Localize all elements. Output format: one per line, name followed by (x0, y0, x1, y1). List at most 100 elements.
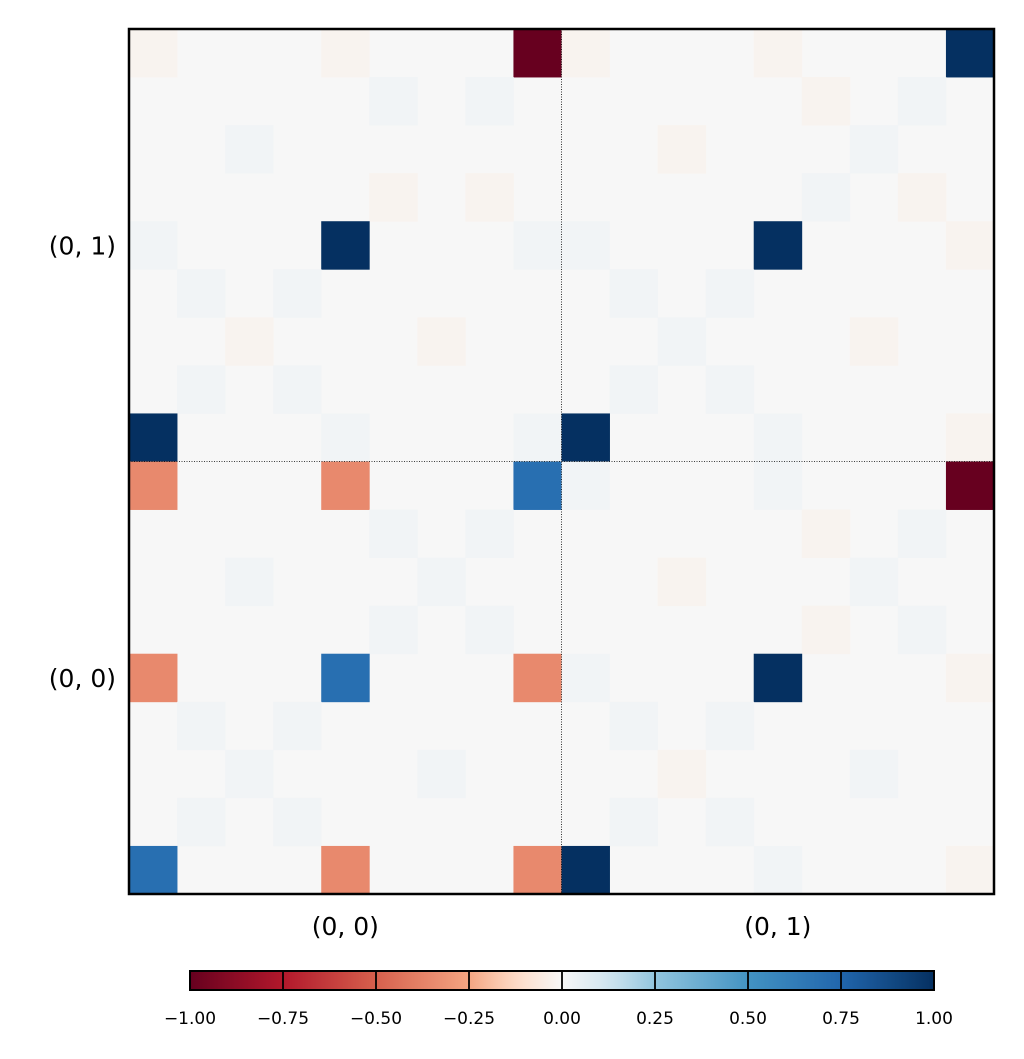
heatmap-cell (801, 173, 851, 222)
heatmap-cell (609, 797, 659, 847)
colorbar-tick-label: −0.75 (257, 1009, 309, 1029)
heatmap-cell (849, 557, 899, 607)
heatmap-cell (609, 269, 659, 318)
heatmap-cell (417, 749, 466, 799)
heatmap-cell (465, 173, 514, 222)
heatmap-cell (561, 653, 610, 703)
heatmap-cell (561, 29, 610, 78)
heatmap-cell (129, 461, 178, 510)
heatmap-cell (945, 221, 995, 270)
heatmap-cell (609, 701, 659, 751)
heatmap-cell (753, 461, 803, 510)
heatmap-cell (465, 509, 514, 559)
heatmap-cell (657, 125, 707, 174)
heatmap-cell (513, 653, 562, 703)
heatmap-cell (177, 797, 226, 847)
heatmap-cell (321, 221, 370, 270)
heatmap-cell (753, 845, 803, 895)
heatmap-cell (657, 749, 707, 799)
heatmap-cell (849, 749, 899, 799)
colorbar-tick-label: 0.50 (729, 1009, 767, 1029)
heatmap-cell (321, 461, 370, 510)
heatmap-cell (753, 29, 803, 78)
heatmap-cell (369, 77, 418, 126)
heatmap-cell (225, 317, 274, 366)
colorbar-tick-label: 0.00 (543, 1009, 581, 1029)
heatmap-cell (657, 317, 707, 366)
heatmap-cell (513, 413, 562, 462)
heatmap-cell (369, 605, 418, 655)
heatmap-cell (513, 845, 562, 895)
heatmap-cell (321, 845, 370, 895)
x-tick-label: (0, 0) (312, 912, 379, 941)
heatmap-cell (417, 317, 466, 366)
colorbar-ticks: −1.00 −0.75 −0.50 −0.25 0.00 0.25 0.50 0.75 1.00 (164, 971, 953, 1029)
y-tick-label: (0, 1) (49, 231, 116, 260)
heatmap-cell (225, 749, 274, 799)
colorbar-tick-label: −0.50 (350, 1009, 402, 1029)
heatmap-cell (705, 365, 755, 414)
heatmap-cell (897, 605, 947, 655)
block-dividers (129, 29, 994, 894)
heatmap-cell (129, 413, 178, 462)
x-tick-label: (0, 1) (744, 912, 811, 941)
heatmap-cell (561, 461, 610, 510)
heatmap-cell (801, 77, 851, 126)
heatmap-cell (945, 29, 995, 78)
heatmap-cell (273, 701, 322, 751)
heatmap-cell (753, 221, 803, 270)
heatmap-cell (849, 317, 899, 366)
colorbar-tick-label: −1.00 (164, 1009, 216, 1029)
heatmap-cell (945, 461, 995, 510)
x-tick-labels: (0, 0) (0, 1) (312, 912, 812, 941)
heatmap-cell (369, 173, 418, 222)
heatmap-cell (177, 269, 226, 318)
heatmap-cell (129, 221, 178, 270)
heatmap-cell (129, 845, 178, 895)
heatmap-cell (705, 797, 755, 847)
heatmap-cell (609, 365, 659, 414)
heatmap-cell (225, 125, 274, 174)
heatmap-cell (753, 653, 803, 703)
heatmap-cell (897, 509, 947, 559)
heatmap-cell (465, 77, 514, 126)
heatmap-cell (177, 701, 226, 751)
heatmap-cell (513, 221, 562, 270)
heatmap-cell (561, 413, 610, 462)
heatmap-cell (177, 365, 226, 414)
y-tick-labels: (0, 1) (0, 0) (49, 231, 116, 693)
heatmap-cell (801, 605, 851, 655)
colorbar-tick-label: 0.75 (822, 1009, 860, 1029)
heatmap-cell (513, 461, 562, 510)
heatmap-cell (561, 221, 610, 270)
y-tick-label: (0, 0) (49, 664, 116, 693)
colorbar-tick-label: 1.00 (915, 1009, 953, 1029)
colorbar-tick-label: −0.25 (443, 1009, 495, 1029)
heatmap-cell (753, 413, 803, 462)
heatmap-cell (273, 269, 322, 318)
heatmap-cell (897, 77, 947, 126)
heatmap-cell (705, 701, 755, 751)
heatmap-cell (945, 653, 995, 703)
heatmap-cell (561, 845, 610, 895)
heatmap-cell (129, 29, 178, 78)
heatmap-cell (897, 173, 947, 222)
colorbar-tick-label: 0.25 (636, 1009, 674, 1029)
heatmap-cell (945, 413, 995, 462)
heatmap-cell (849, 125, 899, 174)
heatmap-cell (657, 557, 707, 607)
heatmap-cell (321, 653, 370, 703)
heatmap-cell (945, 845, 995, 895)
heatmap-cell (369, 509, 418, 559)
heatmap-cell (417, 557, 466, 607)
heatmap-cell (129, 653, 178, 703)
heatmap-cell (465, 605, 514, 655)
heatmap-cell (225, 557, 274, 607)
heatmap-cell (273, 365, 322, 414)
heatmap-cell (321, 413, 370, 462)
heatmap-cell (705, 269, 755, 318)
heatmap-cell (513, 29, 562, 78)
heatmap-cell (801, 509, 851, 559)
heatmap-cell (321, 29, 370, 78)
